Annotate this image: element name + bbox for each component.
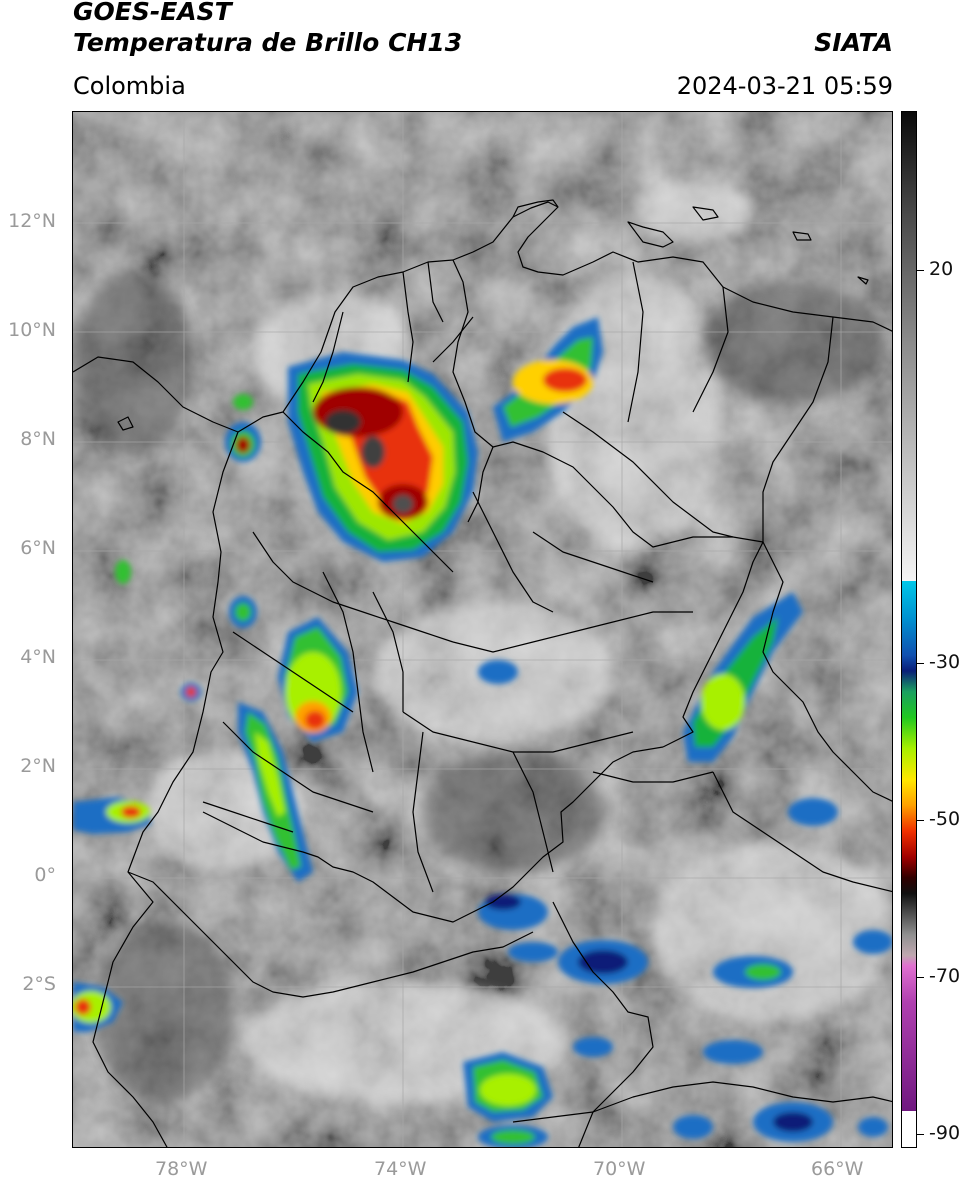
agency-label: SIATA [814,28,893,57]
lon-tick-74w: 74°W [374,1158,427,1180]
channel-title: Temperatura de Brillo CH13 [73,28,463,57]
colorbar-label-minus90: -90 [929,1122,961,1144]
colorbar-tick-mark [917,663,924,664]
lon-tick-66w: 66°W [811,1158,864,1180]
satellite-imagery [73,112,892,1147]
satellite-map [72,111,893,1148]
lat-tick-6n: 6°N [20,537,56,559]
lat-tick-12n: 12°N [8,210,56,232]
lat-tick-8n: 8°N [20,428,56,450]
lat-tick-10n: 10°N [8,319,56,341]
lat-tick-4n: 4°N [20,646,56,668]
colorbar-tick-mark [917,270,924,271]
datetime-label: 2024-03-21 05:59 [676,72,893,100]
temperature-colorbar [901,111,917,1148]
colorbar-tick-mark [917,1134,924,1135]
lat-tick-2s: 2°S [22,973,56,995]
colorbar-label-minus70: -70 [929,965,961,987]
colorbar-label-20: 20 [929,258,954,280]
product-title: GOES-EAST [73,0,232,26]
region-label: Colombia [73,72,186,100]
colorbar-label-minus50: -50 [929,808,961,830]
colorbar-label-minus30: -30 [929,651,961,673]
lon-tick-78w: 78°W [155,1158,208,1180]
lat-tick-2n: 2°N [20,755,56,777]
colorbar-tick-mark [917,977,924,978]
colorbar-tick-mark [917,820,924,821]
lon-tick-70w: 70°W [593,1158,646,1180]
lat-tick-0: 0° [34,864,56,886]
